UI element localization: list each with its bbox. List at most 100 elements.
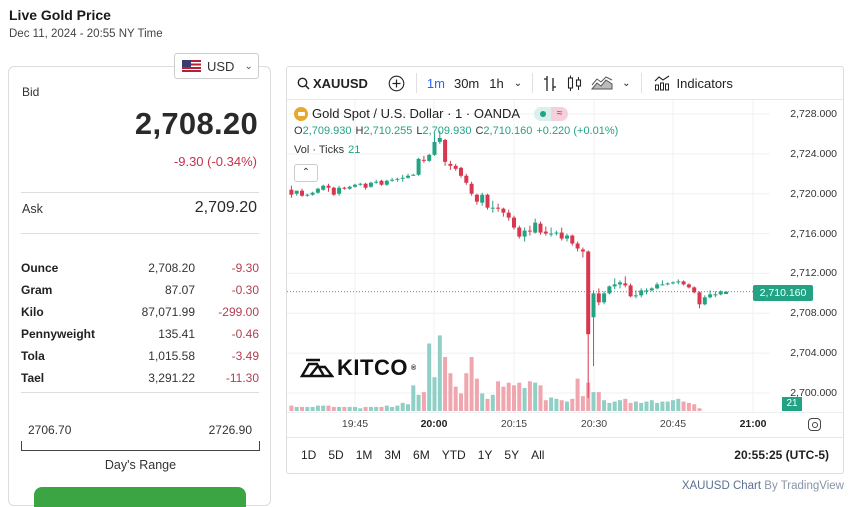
kitco-logo-icon (300, 358, 334, 378)
unit-row-tael: Tael 3,291.22 -11.30 (21, 367, 261, 389)
unit-row-tola: Tola 1,015.58 -3.49 (21, 345, 261, 367)
chart-clock[interactable]: 20:55:25 (UTC-5) (734, 448, 829, 462)
unit-price: 135.41 (158, 327, 195, 341)
range-tab-1m[interactable]: 1M (355, 448, 373, 462)
unit-change: -299.00 (218, 305, 259, 319)
unit-name: Pennyweight (21, 327, 96, 341)
unit-change: -3.49 (231, 349, 259, 363)
day-range-low: 2706.70 (28, 423, 72, 437)
price-tick: 2,728.000 (790, 108, 837, 120)
range-tab-5d[interactable]: 5D (328, 448, 344, 462)
open-value: 2,709.930 (302, 125, 352, 137)
kitco-wordmark: KITCO (337, 355, 408, 380)
range-tab-1y[interactable]: 1Y (477, 448, 493, 462)
registered-mark: ® (410, 364, 417, 372)
close-value: 2,710.160 (483, 125, 533, 137)
compare-button[interactable] (388, 75, 405, 92)
page-title: Live Gold Price (9, 7, 111, 23)
volume-legend: Vol · Ticks 21 (294, 144, 360, 156)
unit-row-gram: Gram 87.07 -0.30 (21, 279, 261, 301)
toolbar-separator (532, 73, 534, 93)
price-tick: 2,720.000 (790, 188, 837, 200)
unit-row-kilo: Kilo 87,071.99 -299.00 (21, 301, 261, 323)
search-icon (297, 77, 310, 90)
bid-change: -9.30 (-0.34%) (173, 154, 257, 169)
unit-price: 87.07 (164, 283, 195, 297)
toolbar-separator (640, 73, 642, 93)
attribution-link[interactable]: XAUUSD Chart (681, 480, 762, 492)
kitco-watermark: KITCO ® (300, 355, 417, 381)
time-tick: 20:30 (580, 418, 608, 430)
indicators-button[interactable]: Indicators (654, 75, 733, 91)
chevron-down-icon: ⌄ (244, 60, 253, 72)
currency-value: USD (207, 58, 235, 74)
gold-symbol-icon (294, 106, 308, 121)
divider (21, 233, 259, 234)
chart-type-dropdown[interactable]: ⌄ (622, 78, 630, 89)
time-tick: 20:15 (500, 418, 528, 430)
high-label: H (355, 125, 364, 137)
interval-30m[interactable]: 30m (453, 75, 480, 91)
range-tab-1d[interactable]: 1D (301, 448, 317, 462)
price-tick: 2,704.000 (790, 347, 837, 359)
attribution-by: By TradingView (764, 480, 844, 492)
range-tab-6m[interactable]: 6M (413, 448, 430, 462)
time-axis[interactable]: 19:45 20:00 20:15 20:30 20:45 21:00 (287, 412, 843, 436)
unit-name: Tola (21, 349, 45, 363)
price-tick: 2,712.000 (790, 267, 837, 279)
unit-row-ounce: Ounce 2,708.20 -9.30 (21, 257, 261, 279)
unit-row-pennyweight: Pennyweight 135.41 -0.46 (21, 323, 261, 345)
unit-change: -9.30 (231, 261, 259, 275)
volume-label: Vol · Ticks (294, 144, 345, 156)
volume-value: 21 (348, 144, 361, 156)
unit-name: Kilo (21, 305, 44, 319)
currency-select[interactable]: USD ⌄ (174, 53, 259, 79)
unit-change: -11.30 (225, 371, 259, 385)
bars-icon (544, 75, 557, 91)
action-button[interactable] (34, 487, 246, 507)
price-axis[interactable]: 2,728.000 2,724.000 2,720.000 2,716.000 … (770, 100, 843, 410)
ask-label: Ask (22, 202, 43, 216)
chart-settings-icon[interactable] (808, 418, 821, 431)
bid-label: Bid (22, 85, 40, 99)
symbol-search[interactable]: XAUUSD (297, 76, 368, 91)
interval-1m[interactable]: 1m (426, 75, 445, 91)
day-range-high: 2726.90 (208, 423, 252, 437)
divider (21, 192, 259, 193)
unit-price-table: Ounce 2,708.20 -9.30 Gram 87.07 -0.30 Ki… (21, 257, 261, 389)
range-tab-all[interactable]: All (531, 448, 545, 462)
chart-attribution: XAUUSD Chart By TradingView (682, 480, 844, 492)
price-card (8, 66, 271, 506)
ohlc-values: O2,709.930 H2,710.255 L2,709.930 C2,710.… (294, 125, 618, 137)
unit-change: -0.46 (231, 327, 259, 341)
unit-name: Ounce (21, 261, 59, 275)
plus-circle-icon (388, 75, 405, 91)
range-tab-3m[interactable]: 3M (384, 448, 402, 462)
unit-price: 87,071.99 (141, 305, 195, 319)
open-label: O (294, 125, 303, 137)
price-tick: 2,700.000 (790, 387, 837, 399)
range-tabs: 1D 5D 1M 3M 6M YTD 1Y 5Y All 20:55:25 (U… (287, 437, 843, 472)
price-chart-canvas[interactable] (287, 100, 770, 412)
range-tab-ytd[interactable]: YTD (441, 448, 466, 462)
symbol-description: Gold Spot / U.S. Dollar · 1 · OANDA (312, 106, 521, 121)
area-chart-button[interactable] (591, 76, 613, 90)
ask-price: 2,709.20 (194, 199, 257, 216)
interval-dropdown[interactable]: ⌄ (514, 78, 522, 89)
market-status-pill[interactable]: ≈ (534, 106, 569, 121)
divider (21, 392, 259, 393)
close-label: C (475, 125, 484, 137)
day-range-label: Day's Range (104, 458, 177, 472)
interval-1h[interactable]: 1h (489, 75, 504, 91)
low-label: L (416, 125, 423, 137)
bar-chart-button[interactable] (543, 75, 557, 92)
change-value: +0.220 (+0.01%) (536, 125, 619, 137)
volume-tag: 21 (782, 397, 802, 411)
candles-button[interactable] (567, 75, 582, 92)
chart-legend-title: Gold Spot / U.S. Dollar · 1 · OANDA ≈ (294, 106, 569, 121)
candles-icon (568, 75, 582, 91)
collapse-legend-button[interactable]: ⌃ (294, 164, 318, 182)
indicators-label: Indicators (676, 75, 733, 91)
indicators-icon (654, 75, 669, 91)
range-tab-5y[interactable]: 5Y (504, 448, 520, 462)
